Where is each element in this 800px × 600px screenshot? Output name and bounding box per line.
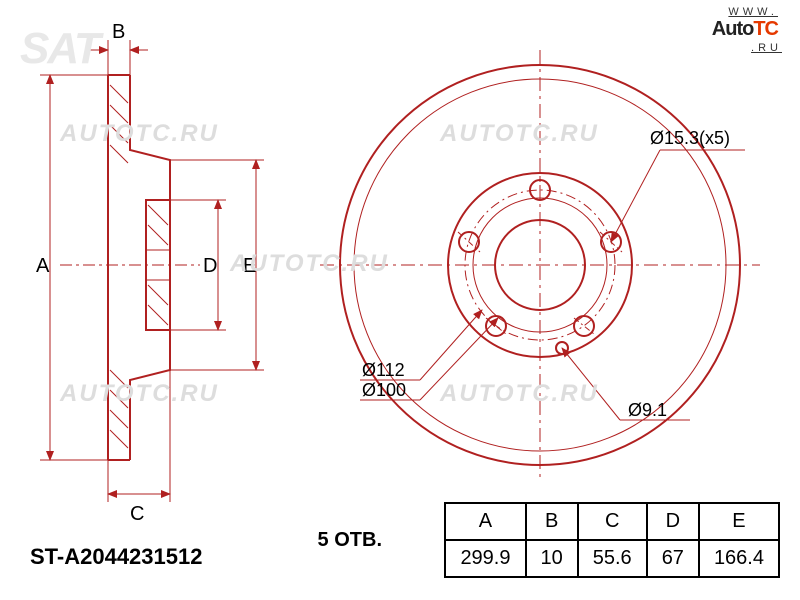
front-view <box>320 50 760 480</box>
dim-value: 10 <box>526 540 578 577</box>
dim-b-label: B <box>112 21 125 43</box>
part-number: ST-A2044231512 <box>30 544 202 570</box>
dim-value: 55.6 <box>578 540 647 577</box>
callouts <box>360 150 745 420</box>
hole-count: 5 ОТВ. <box>318 529 382 552</box>
table-row: A B C D E <box>445 503 779 540</box>
callout-labels: Ø15.3(x5) Ø112 Ø100 Ø9.1 <box>362 128 730 420</box>
dim-value: 166.4 <box>699 540 779 577</box>
dim-header: E <box>699 503 779 540</box>
logo-www: WWW. <box>728 6 778 18</box>
site-logo: AutoTC <box>712 18 778 41</box>
callout-bolt: Ø15.3(x5) <box>650 128 730 148</box>
dim-a-label: A <box>36 255 50 277</box>
table-row: 299.9 10 55.6 67 166.4 <box>445 540 779 577</box>
logo-auto: Auto <box>712 18 754 40</box>
dim-value: 299.9 <box>445 540 525 577</box>
dim-header: B <box>526 503 578 540</box>
logo-tc: TC <box>753 18 778 40</box>
side-view <box>60 75 200 460</box>
dim-e-label: E <box>243 255 256 277</box>
callout-pcd: Ø112 <box>362 360 405 380</box>
dim-header: D <box>647 503 699 540</box>
diagram-container: SAT AUTOTC.RU AUTOTC.RU AUTOTC.RU AUTOTC… <box>0 0 800 600</box>
callout-pin: Ø9.1 <box>628 400 667 420</box>
sat-watermark: SAT <box>20 24 99 74</box>
dimension-table: A B C D E 299.9 10 55.6 67 166.4 <box>444 502 780 578</box>
dim-c-label: C <box>130 503 144 525</box>
dim-value: 67 <box>647 540 699 577</box>
dim-header: A <box>445 503 525 540</box>
callout-inner: Ø100 <box>362 380 406 400</box>
dim-header: C <box>578 503 647 540</box>
dim-d-label: D <box>203 255 217 277</box>
side-dimensions <box>40 40 264 502</box>
logo-ru: .RU <box>751 42 782 54</box>
